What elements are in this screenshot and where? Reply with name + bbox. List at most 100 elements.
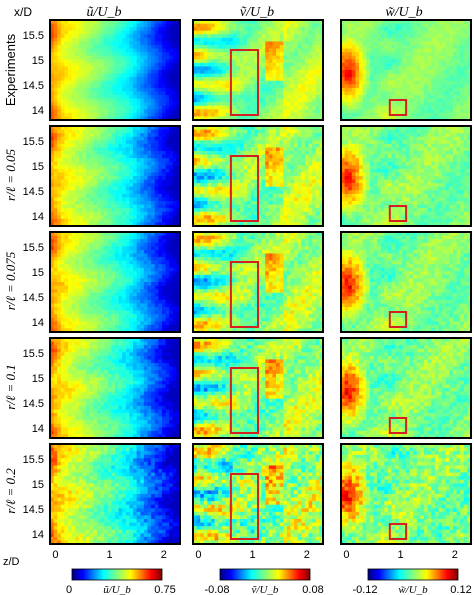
heatmap-cell xyxy=(348,37,353,43)
heatmap-cell xyxy=(89,183,94,188)
heatmap-cell xyxy=(193,20,198,25)
heatmap-cell xyxy=(82,161,87,166)
heatmap-cell xyxy=(221,129,227,134)
heatmap-cell xyxy=(107,102,112,107)
heatmap-cell xyxy=(169,133,174,138)
heatmap-cell xyxy=(294,161,299,166)
heatmap-cell xyxy=(344,116,349,121)
heatmap-cell xyxy=(96,201,102,206)
heatmap-cell xyxy=(247,77,252,82)
heatmap-cell xyxy=(359,91,364,96)
heatmap-cell xyxy=(64,197,69,202)
heatmap-cell xyxy=(136,116,141,121)
heatmap-cell xyxy=(89,109,94,114)
heatmap-cell xyxy=(96,91,102,96)
heatmap-cell xyxy=(362,112,367,118)
heatmap-cell xyxy=(172,190,177,195)
heatmap-cell xyxy=(290,204,295,209)
heatmap-cell xyxy=(193,52,198,57)
heatmap-cell xyxy=(268,27,274,32)
heatmap-cell xyxy=(279,218,284,224)
heatmap-cell xyxy=(286,201,292,206)
heatmap-cell xyxy=(283,215,288,220)
heatmap-cell xyxy=(272,176,277,181)
heatmap-cell xyxy=(165,80,170,85)
heatmap-cell xyxy=(265,179,270,184)
heatmap-cell xyxy=(50,222,55,227)
heatmap-cell xyxy=(86,172,91,177)
heatmap-cell xyxy=(294,48,299,53)
heatmap-cell xyxy=(431,80,436,85)
heatmap-cell xyxy=(140,183,145,188)
heatmap-cell xyxy=(391,37,396,43)
heatmap-cell xyxy=(312,165,317,170)
heatmap-cell xyxy=(147,66,152,71)
heatmap-cell xyxy=(308,129,313,134)
heatmap-cell xyxy=(265,23,270,28)
heatmap-cell xyxy=(75,147,80,152)
heatmap-cell xyxy=(355,102,360,107)
heatmap-cell xyxy=(57,168,62,174)
heatmap-cell xyxy=(60,218,66,224)
heatmap-cell xyxy=(169,218,174,224)
heatmap-cell xyxy=(434,112,440,118)
heatmap-cell xyxy=(265,70,270,75)
heatmap-cell xyxy=(218,41,223,46)
heatmap-cell xyxy=(232,102,237,107)
heatmap-cell xyxy=(312,179,317,184)
heatmap-cell xyxy=(203,190,209,195)
heatmap-cell xyxy=(100,201,105,206)
heatmap-cell xyxy=(154,34,159,39)
heatmap-cell xyxy=(68,165,73,170)
heatmap-cell xyxy=(129,52,134,57)
heatmap-cell xyxy=(165,218,170,224)
heatmap-cell xyxy=(232,45,237,50)
heatmap-cell xyxy=(214,151,219,156)
heatmap-cell xyxy=(89,87,94,93)
heatmap-cell xyxy=(161,208,167,213)
heatmap-cell xyxy=(207,126,212,131)
heatmap-cell xyxy=(221,147,227,152)
heatmap-cell xyxy=(218,109,223,114)
heatmap-cell xyxy=(169,59,174,64)
heatmap-cell xyxy=(312,91,317,96)
heatmap-cell xyxy=(225,73,230,78)
heatmap-cell xyxy=(211,41,216,46)
heatmap-cell xyxy=(64,201,69,206)
heatmap-cell xyxy=(71,172,76,177)
heatmap-cell xyxy=(122,151,127,156)
heatmap-cell xyxy=(283,52,288,57)
heatmap-cell xyxy=(344,45,349,50)
heatmap-cell xyxy=(151,95,156,100)
heatmap-cell xyxy=(279,211,284,216)
heatmap-cell xyxy=(218,20,223,25)
heatmap-cell xyxy=(214,95,219,100)
heatmap-cell xyxy=(243,98,248,103)
heatmap-cell xyxy=(75,23,80,28)
heatmap-cell xyxy=(111,116,116,121)
heatmap-cell xyxy=(312,158,317,163)
heatmap-cell xyxy=(221,197,227,202)
heatmap-cell xyxy=(387,45,393,50)
heatmap-cell xyxy=(366,27,371,32)
heatmap-cell xyxy=(301,105,306,110)
heatmap-cell xyxy=(154,208,159,213)
heatmap-cell xyxy=(122,70,127,75)
heatmap-cell xyxy=(290,186,295,191)
heatmap-cell xyxy=(341,20,346,25)
heatmap-cell xyxy=(196,151,201,156)
heatmap-cell xyxy=(438,87,443,93)
heatmap-cell xyxy=(136,147,141,152)
heatmap-cell xyxy=(308,186,313,191)
heatmap-cell xyxy=(319,27,324,32)
heatmap-cell xyxy=(463,95,468,100)
heatmap-cell xyxy=(50,109,55,114)
heatmap-cell xyxy=(276,27,281,32)
heatmap-cell xyxy=(89,168,94,174)
heatmap-cell xyxy=(176,151,181,156)
heatmap-cell xyxy=(424,77,429,82)
heatmap-cell xyxy=(449,109,454,114)
heatmap-cell xyxy=(136,62,141,68)
heatmap-cell xyxy=(89,215,94,220)
heatmap-cell xyxy=(387,48,393,53)
